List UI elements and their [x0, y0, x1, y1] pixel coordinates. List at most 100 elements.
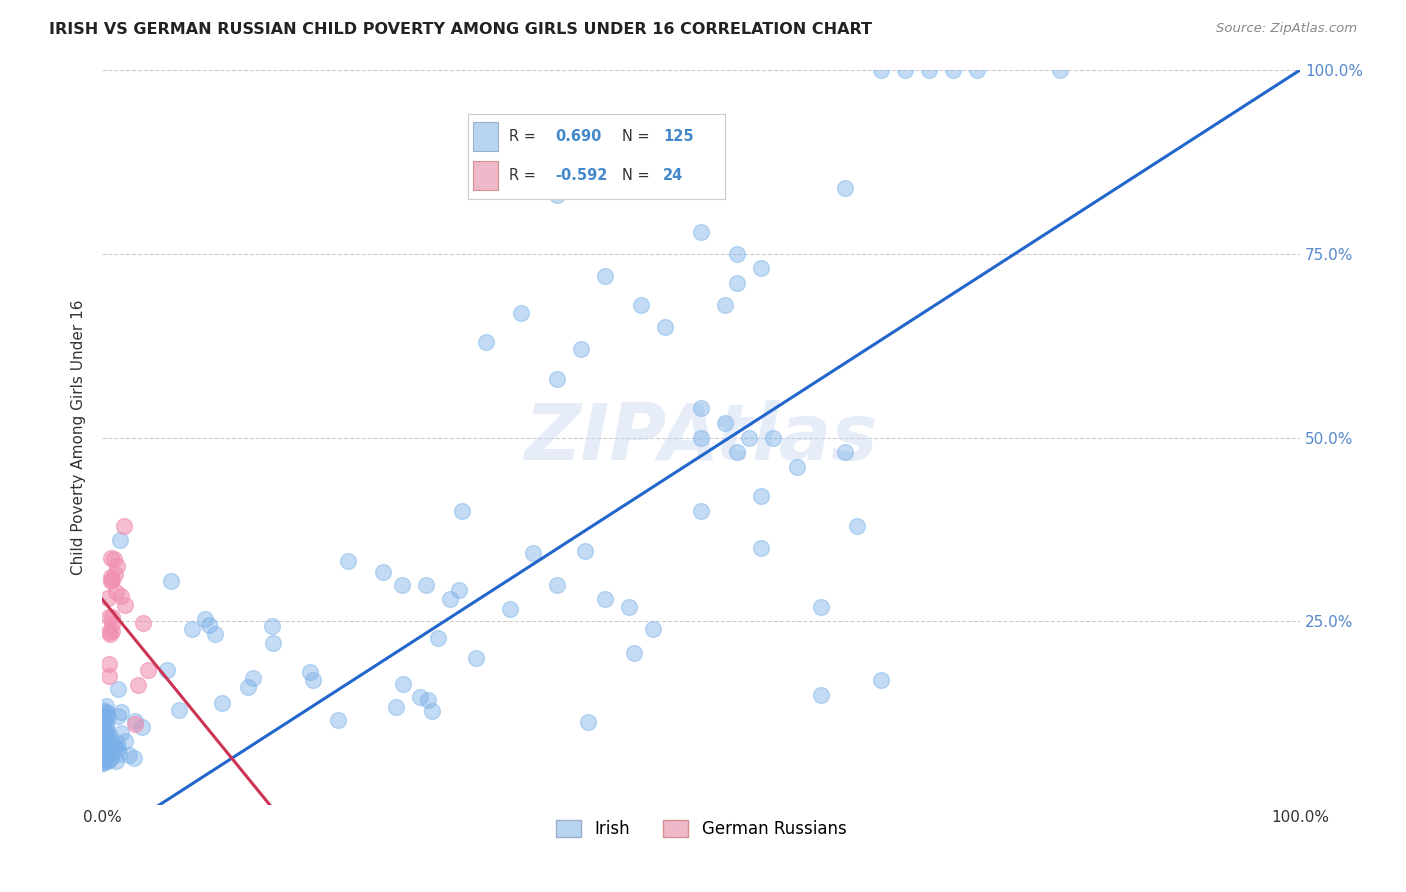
Point — [101, 617, 124, 632]
Text: ZIPAtlas: ZIPAtlas — [524, 400, 877, 475]
Point — [108, 747, 131, 761]
Point — [91, 713, 114, 727]
Point — [194, 612, 217, 626]
Point — [91, 756, 114, 770]
Point — [98, 669, 121, 683]
Point — [762, 431, 785, 445]
Point — [91, 756, 114, 771]
Point — [94, 723, 117, 738]
Point — [107, 742, 129, 756]
Point — [110, 589, 132, 603]
Point — [180, 622, 202, 636]
Point — [97, 754, 120, 768]
Point — [97, 737, 120, 751]
Point — [499, 601, 522, 615]
Point — [690, 431, 713, 445]
Point — [100, 550, 122, 565]
Point — [845, 518, 868, 533]
Point — [96, 732, 118, 747]
Point — [110, 726, 132, 740]
Point — [371, 566, 394, 580]
Point — [749, 541, 772, 555]
Point — [104, 566, 127, 581]
Point — [725, 247, 748, 261]
Point — [546, 372, 568, 386]
Point — [420, 704, 443, 718]
Point — [101, 624, 124, 639]
Point — [94, 699, 117, 714]
Point — [97, 709, 120, 723]
Point — [643, 622, 665, 636]
Point — [262, 636, 284, 650]
Point — [96, 725, 118, 739]
Point — [97, 625, 120, 640]
Point — [546, 577, 568, 591]
Point — [91, 752, 114, 766]
Point — [93, 741, 115, 756]
Point — [94, 718, 117, 732]
Point — [893, 63, 915, 78]
Point — [94, 741, 117, 756]
Point — [91, 733, 114, 747]
Point — [110, 705, 132, 719]
Point — [666, 173, 689, 187]
Point — [630, 298, 652, 312]
Point — [103, 552, 125, 566]
Point — [714, 298, 737, 312]
Point — [409, 690, 432, 705]
Point — [93, 745, 115, 759]
Point — [94, 751, 117, 765]
Point — [439, 592, 461, 607]
Point — [91, 747, 114, 761]
Point — [118, 748, 141, 763]
Text: IRISH VS GERMAN RUSSIAN CHILD POVERTY AMONG GIRLS UNDER 16 CORRELATION CHART: IRISH VS GERMAN RUSSIAN CHILD POVERTY AM… — [49, 22, 872, 37]
Point — [623, 646, 645, 660]
Point — [654, 320, 676, 334]
Point — [510, 305, 533, 319]
Point — [93, 744, 115, 758]
Point — [690, 504, 713, 518]
Point — [447, 583, 470, 598]
Point — [569, 343, 592, 357]
Point — [869, 63, 891, 78]
Point — [131, 720, 153, 734]
Point — [749, 261, 772, 276]
Point — [966, 63, 988, 78]
Point — [94, 705, 117, 719]
Point — [93, 747, 115, 762]
Point — [465, 651, 488, 665]
Point — [385, 699, 408, 714]
Point — [103, 739, 125, 754]
Point — [91, 743, 114, 757]
Point — [105, 736, 128, 750]
Point — [96, 591, 118, 606]
Point — [122, 751, 145, 765]
Point — [93, 730, 115, 744]
Point — [107, 709, 129, 723]
Point — [98, 657, 121, 672]
Point — [810, 688, 832, 702]
Point — [606, 121, 628, 136]
Point — [91, 743, 114, 757]
Point — [576, 714, 599, 729]
Point — [107, 681, 129, 696]
Point — [127, 678, 149, 692]
Point — [93, 732, 115, 747]
Point — [98, 745, 121, 759]
Point — [91, 723, 114, 738]
Point — [91, 729, 114, 743]
Point — [834, 180, 856, 194]
Point — [415, 577, 437, 591]
Point — [869, 673, 891, 687]
Point — [918, 63, 941, 78]
Point — [101, 745, 124, 759]
Point — [391, 577, 413, 591]
Point — [100, 574, 122, 588]
Point — [474, 334, 496, 349]
Point — [91, 730, 114, 744]
Point — [114, 598, 136, 612]
Point — [91, 726, 114, 740]
Point — [100, 627, 122, 641]
Point — [337, 554, 360, 568]
Point — [124, 717, 146, 731]
